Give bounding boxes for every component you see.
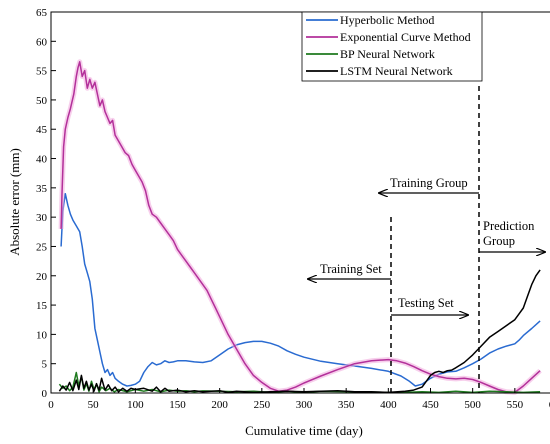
x-tick-label: 50 [88,399,100,411]
prediction-label-line2: Group [483,234,515,248]
y-tick-label: 50 [36,95,48,107]
prediction-label-line1: Prediction [483,219,535,233]
y-tick-label: 40 [36,154,48,166]
y-tick-label: 15 [36,300,48,312]
legend-label-hyperbolic: Hyperbolic Method [340,13,434,27]
y-tick-label: 55 [36,66,48,78]
x-tick-label: 600 [549,399,550,411]
y-tick-label: 30 [36,212,48,224]
series-layer [58,59,542,395]
x-tick-label: 0 [48,399,54,411]
y-tick-label: 65 [36,7,48,19]
series-exponential-halo [58,59,542,395]
ticks-layer: 0 50 100 150 200 250 300 350 400 450 500 550 600 0 5 10… [36,7,550,411]
legend-label-exponential: Exponential Curve Method [340,30,471,44]
x-tick-label: 150 [169,399,186,411]
x-tick-label: 450 [422,399,439,411]
legend: Hyperbolic Method Exponential Curve Meth… [301,11,483,82]
x-tick-label: 500 [464,399,481,411]
y-tick-label: 20 [36,271,48,283]
x-tick-label: 350 [338,399,355,411]
y-tick-label: 45 [36,124,48,136]
x-tick-label: 250 [254,399,271,411]
testing-set-label: Testing Set [398,296,454,310]
series-hyperbolic-line [60,192,541,387]
series-bp-line [58,371,541,394]
legend-box [301,11,483,82]
training-group-label: Training Group [390,176,468,190]
series-lstm-line [58,269,541,394]
legend-label-lstm: LSTM Neural Network [340,64,453,78]
training-set-label: Training Set [320,262,382,276]
y-tick-label: 5 [42,359,48,371]
y-tick-label: 10 [36,329,48,341]
y-axis-title: Absolute error (mm) [7,148,22,256]
x-tick-label: 300 [296,399,313,411]
series-exponential-line [60,61,541,394]
x-tick-label: 200 [211,399,228,411]
x-axis-title: Cumulative time (day) [245,423,363,438]
x-tick-label: 100 [127,399,144,411]
y-tick-label: 35 [36,183,48,195]
x-tick-label: 550 [507,399,524,411]
legend-label-bp: BP Neural Network [340,47,435,61]
y-tick-label: 25 [36,241,48,253]
y-tick-label: 60 [36,36,48,48]
x-tick-label: 400 [380,399,397,411]
y-tick-label: 0 [42,388,48,400]
